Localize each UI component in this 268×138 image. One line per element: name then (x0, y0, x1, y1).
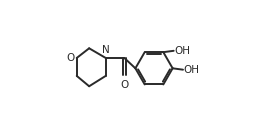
Text: O: O (66, 53, 75, 63)
Text: OH: OH (174, 46, 190, 56)
Text: OH: OH (184, 65, 200, 75)
Text: N: N (102, 45, 110, 55)
Text: O: O (120, 80, 128, 90)
